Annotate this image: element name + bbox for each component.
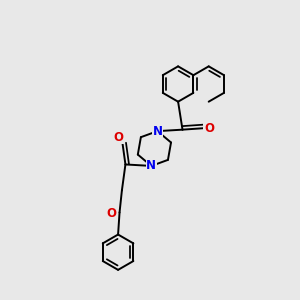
Text: O: O <box>204 122 214 135</box>
Text: N: N <box>146 159 156 172</box>
Text: N: N <box>152 124 163 138</box>
Text: O: O <box>106 207 116 220</box>
Text: O: O <box>113 131 123 144</box>
